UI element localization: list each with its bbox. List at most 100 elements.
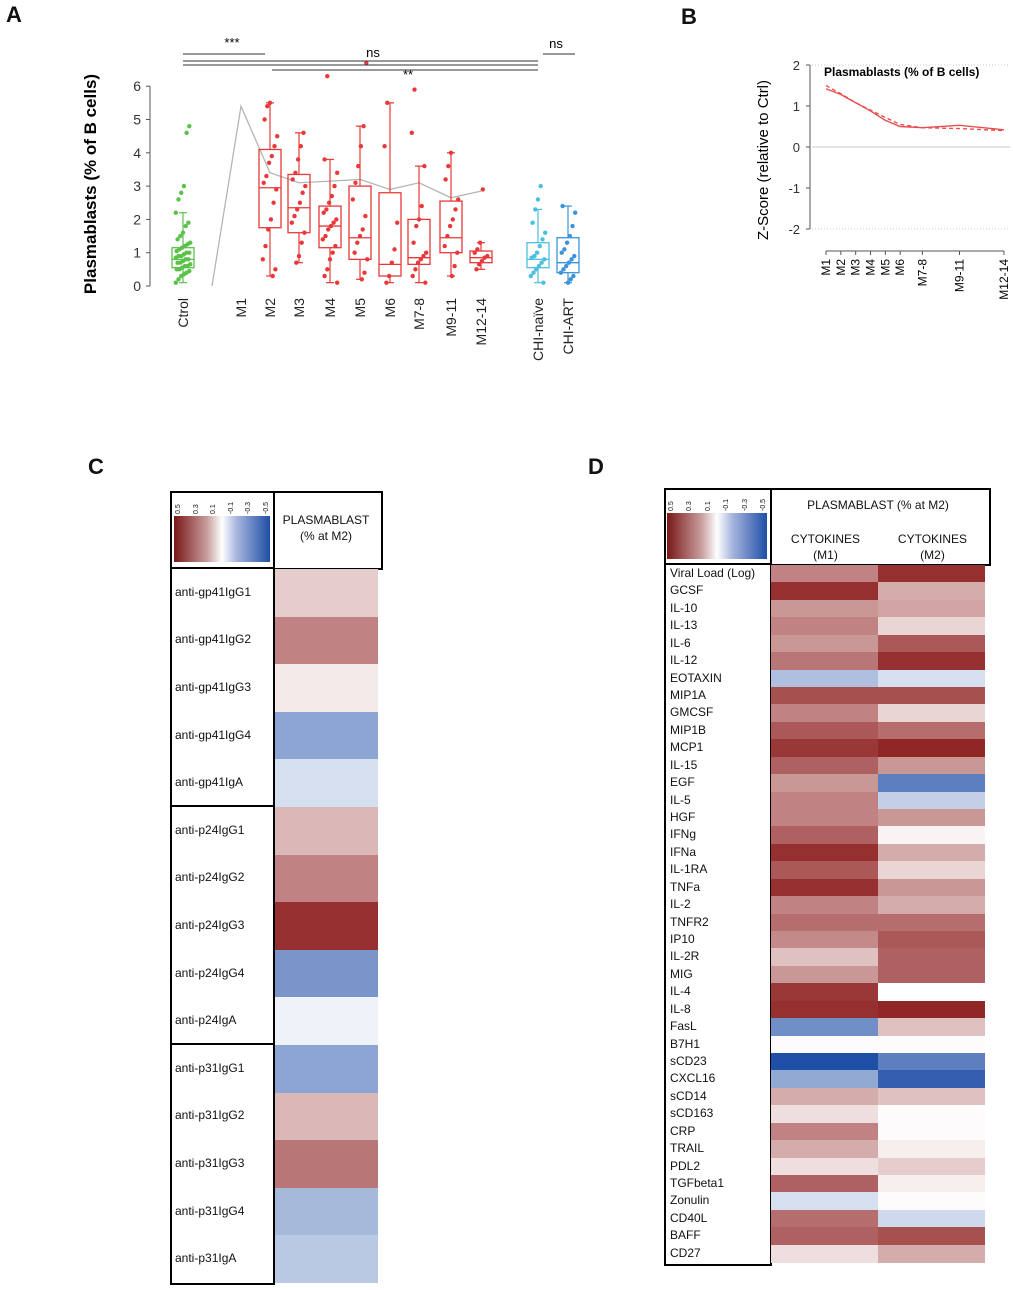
row-label: TRAIL [670, 1141, 705, 1156]
row-label: HGF [670, 810, 696, 825]
heatmap-cell [878, 1192, 985, 1211]
data-point [480, 187, 485, 192]
row-label: CD27 [670, 1245, 701, 1260]
data-point [537, 243, 542, 249]
row-label: anti-p24IgG4 [175, 965, 245, 980]
data-point [270, 273, 275, 279]
y-tick-label: 0 [133, 278, 141, 294]
panel-a-boxplot: 0 1 2 3 4 5 6 Plasmablasts (% of B cells) Ctrol M… [81, 35, 580, 361]
data-point [183, 223, 188, 229]
data-point [267, 100, 273, 106]
data-point [566, 260, 572, 265]
row-label: CD40L [670, 1210, 708, 1225]
heatmap-cell [771, 1018, 878, 1037]
data-point [326, 200, 332, 205]
heatmap-cell [878, 913, 985, 932]
data-point [179, 190, 184, 195]
color-scale-tick: 0.5 [175, 504, 182, 514]
row-label: anti-p31IgG1 [175, 1060, 245, 1075]
chart-title: Plasmablasts (% of B cells) [824, 65, 979, 79]
color-scale-tick: -0.1 [227, 501, 235, 514]
heatmap-cell [771, 896, 878, 915]
data-point [568, 277, 573, 282]
y-tick-label: 4 [133, 145, 141, 161]
x-tick-label: M7-8 [411, 298, 427, 330]
data-point [359, 277, 364, 282]
x-tick-label: M12-14 [997, 259, 1011, 300]
data-point [565, 280, 571, 285]
data-point [295, 207, 300, 212]
heatmap-cell [878, 669, 985, 688]
data-point [533, 207, 538, 212]
row-label: TNFa [670, 879, 700, 894]
data-point [296, 253, 302, 259]
data-point [332, 183, 337, 189]
data-point [382, 143, 387, 149]
x-tick-label: M9-11 [443, 298, 459, 337]
data-point [413, 267, 418, 272]
row-label: anti-p31IgG3 [175, 1156, 245, 1170]
data-point [559, 250, 564, 255]
heatmap-cell [275, 711, 378, 760]
data-point [361, 123, 366, 129]
data-point [386, 273, 392, 279]
heatmap-cell [878, 687, 985, 705]
color-scale-tick: -0.3 [741, 498, 749, 511]
x-tick-label: M12-14 [473, 298, 489, 346]
data-point [564, 263, 569, 269]
data-point [325, 267, 330, 272]
heatmap-cell [771, 687, 878, 705]
row-label: MIP1A [670, 688, 707, 702]
data-point [173, 280, 178, 285]
row-label: sCD14 [670, 1088, 707, 1103]
row-group-box [170, 1043, 275, 1285]
heatmap-cell [878, 948, 985, 967]
heatmap-cell [771, 1053, 878, 1071]
row-label: anti-p31IgA [175, 1251, 237, 1266]
heatmap-cell [275, 902, 378, 951]
y-tick-label: -1 [788, 181, 800, 196]
heatmap-cell [878, 739, 985, 758]
heatmap-cell [771, 913, 878, 932]
x-tick-label: M1 [233, 298, 249, 318]
row-label: MIG [670, 966, 693, 981]
heatmap-cell [771, 1122, 878, 1141]
heatmap-cell [878, 983, 985, 1002]
data-point [273, 267, 278, 272]
data-point [272, 143, 277, 149]
data-point [363, 213, 368, 219]
data-point [445, 233, 450, 239]
data-point [456, 197, 461, 202]
heatmap-cell [878, 1140, 985, 1159]
data-point [352, 250, 357, 255]
data-point [187, 250, 192, 255]
heatmap-cell [275, 997, 378, 1046]
color-scale-tick: -0.1 [723, 498, 731, 511]
row-label: IL-2R [670, 949, 700, 964]
heatmap-cell [878, 1018, 985, 1037]
heatmap-cell [878, 896, 985, 915]
heatmap-cell [771, 1000, 878, 1019]
data-point [335, 170, 340, 175]
heatmap-cell [878, 1070, 985, 1089]
x-tick-label: M2 [262, 298, 278, 318]
data-point [392, 247, 397, 252]
heatmap-cell [771, 582, 878, 601]
data-point [536, 263, 542, 269]
color-scale-tick: 0.5 [668, 501, 675, 511]
row-label: Zonulin [670, 1193, 710, 1208]
data-point [389, 260, 394, 265]
row-label: MCP1 [670, 740, 704, 755]
data-point [446, 163, 451, 169]
data-point [355, 240, 360, 245]
panel-letter-b: B [681, 4, 697, 29]
row-label: IL-4 [670, 984, 691, 999]
heatmap-cell [771, 1192, 878, 1211]
data-point [539, 260, 544, 265]
row-label: CRP [670, 1123, 696, 1138]
data-point [443, 177, 448, 182]
column-subheader-line: (M2) [920, 548, 945, 562]
significance-label: *** [224, 35, 239, 50]
color-scale-tick: 0.3 [192, 504, 200, 514]
heatmap-cell [771, 756, 878, 775]
